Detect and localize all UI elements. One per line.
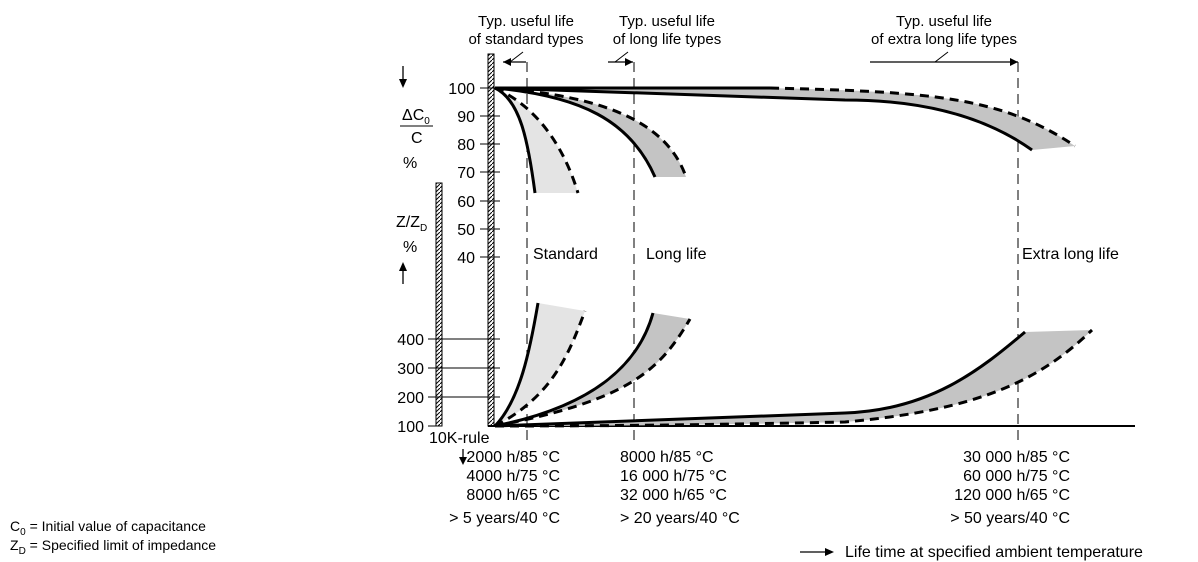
life-column-extra: 30 000 h/85 °C 60 000 h/75 °C 120 000 h/… xyxy=(950,449,1070,527)
imp-band-long-life xyxy=(495,313,690,426)
imp-curve-long-life-dashed xyxy=(494,318,692,428)
life-extra-75: 60 000 h/75 °C xyxy=(963,468,1070,485)
cap-curve-extra-dashed xyxy=(769,86,1076,148)
legend-zd: ZD = Specified limit of impedance xyxy=(10,537,216,557)
arrow-standard-leader xyxy=(509,51,524,63)
cap-tick-label-100: 100 xyxy=(448,81,475,98)
capacitance-axis-label: ΔC0 C % xyxy=(399,66,433,172)
ten-k-arrow-head xyxy=(459,457,467,465)
imp-tick-label-300: 300 xyxy=(397,361,424,378)
imp-label: Z/ZD xyxy=(396,214,427,234)
header-extra-line2: of extra long life types xyxy=(871,31,1017,48)
life-std-85: 2000 h/85 °C xyxy=(466,449,560,466)
life-std-65: 8000 h/65 °C xyxy=(466,487,560,504)
ten-k-rule-label: 10K-rule xyxy=(429,430,490,447)
life-long-75: 16 000 h/75 °C xyxy=(620,468,727,485)
impedance-axis-label: Z/ZD % xyxy=(396,214,427,284)
region-label-standard: Standard xyxy=(533,246,598,263)
imp-tick-label-100: 100 xyxy=(397,419,424,436)
header-standard-line1: Typ. useful life xyxy=(478,13,574,30)
life-long-65: 32 000 h/65 °C xyxy=(620,487,727,504)
impedance-ticks: 400 300 200 100 xyxy=(397,332,500,436)
life-long-85: 8000 h/85 °C xyxy=(620,449,714,466)
imp-curve-standard-solid xyxy=(493,302,540,428)
capacitance-curves xyxy=(494,86,1076,194)
legend-lifetime-arrow-head xyxy=(825,548,834,556)
impedance-curves xyxy=(493,302,1094,428)
header-long-life-line1: Typ. useful life xyxy=(619,13,715,30)
cap-label-delta: ΔC0 xyxy=(402,107,430,127)
cap-curve-standard-dashed xyxy=(494,86,580,194)
header-standard-line2: of standard types xyxy=(468,31,583,48)
cap-band-extra xyxy=(495,88,1075,150)
cap-band-long-life xyxy=(495,88,686,177)
life-extra-65: 120 000 h/65 °C xyxy=(954,487,1070,504)
legend-c0: C0 = Initial value of capacitance xyxy=(10,518,206,538)
cap-tick-label-80: 80 xyxy=(457,137,475,154)
cap-label-den: C xyxy=(411,130,423,147)
capacitance-axis-bar xyxy=(487,53,495,427)
region-label-extra: Extra long life xyxy=(1022,246,1119,263)
imp-curve-extra-solid xyxy=(494,330,1026,428)
imp-band-extra xyxy=(495,330,1092,426)
life-std-40: > 5 years/40 °C xyxy=(449,510,560,527)
life-column-long-life: 8000 h/85 °C 16 000 h/75 °C 32 000 h/65 … xyxy=(620,449,740,527)
life-column-standard: 2000 h/85 °C 4000 h/75 °C 8000 h/65 °C >… xyxy=(449,449,560,527)
life-long-40: > 20 years/40 °C xyxy=(620,510,740,527)
header-extra-long-life: Typ. useful life of extra long life type… xyxy=(871,13,1017,48)
impedance-axis-bar xyxy=(435,182,443,427)
life-std-75: 4000 h/75 °C xyxy=(466,468,560,485)
header-long-life-line2: of long life types xyxy=(613,31,721,48)
life-extra-40: > 50 years/40 °C xyxy=(950,510,1070,527)
cap-curve-long-life-dashed xyxy=(494,86,688,178)
arrow-long-life-leader xyxy=(614,51,629,63)
imp-curve-extra-dashed xyxy=(494,328,1094,428)
arrow-standard-head xyxy=(503,58,511,66)
imp-tick-label-400: 400 xyxy=(397,332,424,349)
cap-tick-label-70: 70 xyxy=(457,165,475,182)
cap-label-unit: % xyxy=(403,155,417,172)
cap-tick-label-90: 90 xyxy=(457,109,475,126)
cap-tick-label-40: 40 xyxy=(457,250,475,267)
legend: C0 = Initial value of capacitance ZD = S… xyxy=(10,518,1143,561)
cap-curve-long-life-solid xyxy=(494,86,657,178)
arrow-extra-head xyxy=(1010,58,1018,66)
imp-tick-label-200: 200 xyxy=(397,390,424,407)
imp-label-unit: % xyxy=(403,239,417,256)
header-extra-line1: Typ. useful life xyxy=(896,13,992,30)
imp-up-arrow-head xyxy=(399,262,407,271)
cap-tick-label-60: 60 xyxy=(457,194,475,211)
cap-down-arrow-head xyxy=(399,79,407,88)
cap-band-standard xyxy=(495,88,578,193)
cap-curve-standard-solid xyxy=(494,86,537,194)
imp-curve-standard-dashed xyxy=(494,310,587,428)
header-arrows xyxy=(503,51,1018,66)
legend-lifetime-text: Life time at specified ambient temperatu… xyxy=(845,544,1143,561)
life-extra-85: 30 000 h/85 °C xyxy=(963,449,1070,466)
header-standard: Typ. useful life of standard types xyxy=(468,13,583,48)
imp-band-standard xyxy=(495,303,585,426)
arrow-long-life-head xyxy=(625,58,633,66)
arrow-extra-leader xyxy=(934,51,949,63)
cap-tick-label-50: 50 xyxy=(457,222,475,239)
header-long-life: Typ. useful life of long life types xyxy=(613,13,721,48)
region-label-long-life: Long life xyxy=(646,246,707,263)
cap-curve-extra-solid xyxy=(494,86,1033,152)
ten-k-rule-arrow xyxy=(459,449,467,465)
capacitance-ticks: 100 90 80 70 60 50 40 xyxy=(448,81,500,267)
